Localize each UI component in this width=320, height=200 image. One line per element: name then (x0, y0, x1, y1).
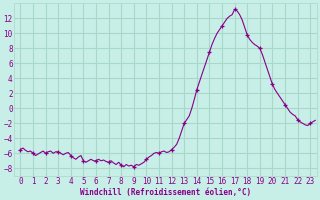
X-axis label: Windchill (Refroidissement éolien,°C): Windchill (Refroidissement éolien,°C) (80, 188, 251, 197)
